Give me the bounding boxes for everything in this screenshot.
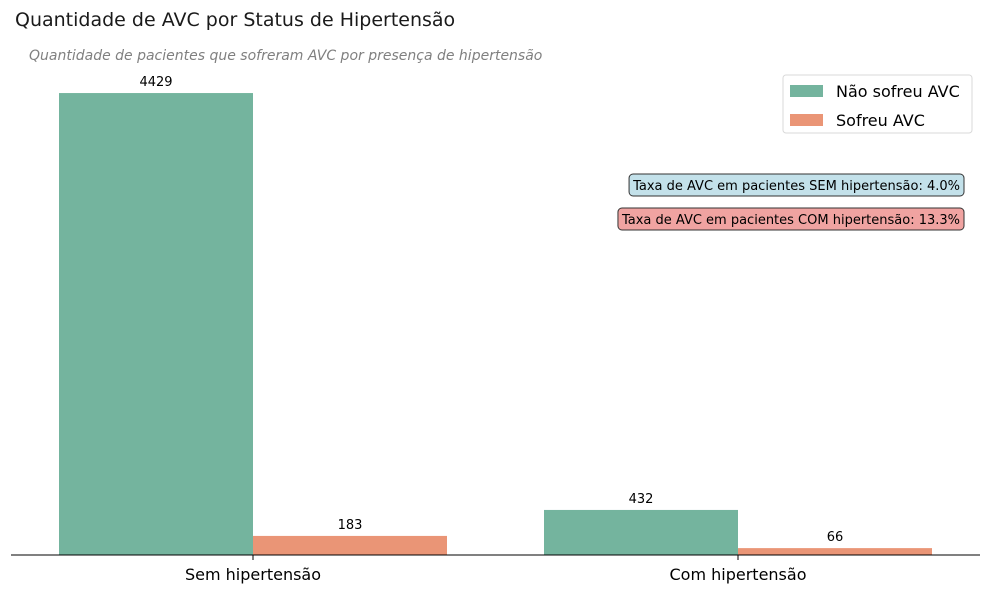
data-label-1-1: 66: [827, 530, 844, 545]
data-label-0-1: 183: [338, 518, 363, 533]
bar-0-0: [59, 93, 253, 555]
data-labels-group: 4429 183 432 66: [139, 75, 843, 545]
data-label-0-0: 4429: [139, 75, 172, 90]
annotation-text-0: Taxa de AVC em pacientes SEM hipertensão…: [632, 179, 960, 194]
annotation-text-1: Taxa de AVC em pacientes COM hipertensão…: [621, 213, 960, 228]
legend-label-0: Não sofreu AVC: [836, 82, 960, 101]
annotation-box-0: [628, 173, 965, 197]
legend-label-1: Sofreu AVC: [836, 111, 925, 130]
bars-group: [59, 93, 932, 555]
x-ticks-group: Sem hipertensão Com hipertensão: [185, 555, 807, 584]
x-tick-label-0: Sem hipertensão: [185, 565, 321, 584]
chart-title: Quantidade de AVC por Status de Hiperten…: [15, 9, 455, 31]
annotations-group: Taxa de AVC em pacientes SEM hipertensão…: [617, 173, 965, 231]
chart-subtitle: Quantidade de pacientes que sofreram AVC…: [29, 48, 542, 64]
annotation-box-1: [617, 207, 965, 231]
bar-1-0: [544, 509, 738, 555]
legend-swatch-0: [790, 85, 823, 97]
legend-frame: [782, 74, 973, 134]
legend-swatch-1: [790, 114, 823, 126]
legend: Não sofreu AVC Sofreu AVC: [782, 74, 973, 134]
x-tick-label-1: Com hipertensão: [670, 565, 807, 584]
bar-0-1: [253, 535, 447, 555]
data-label-1-0: 432: [629, 492, 654, 507]
bar-1-1: [738, 548, 932, 555]
